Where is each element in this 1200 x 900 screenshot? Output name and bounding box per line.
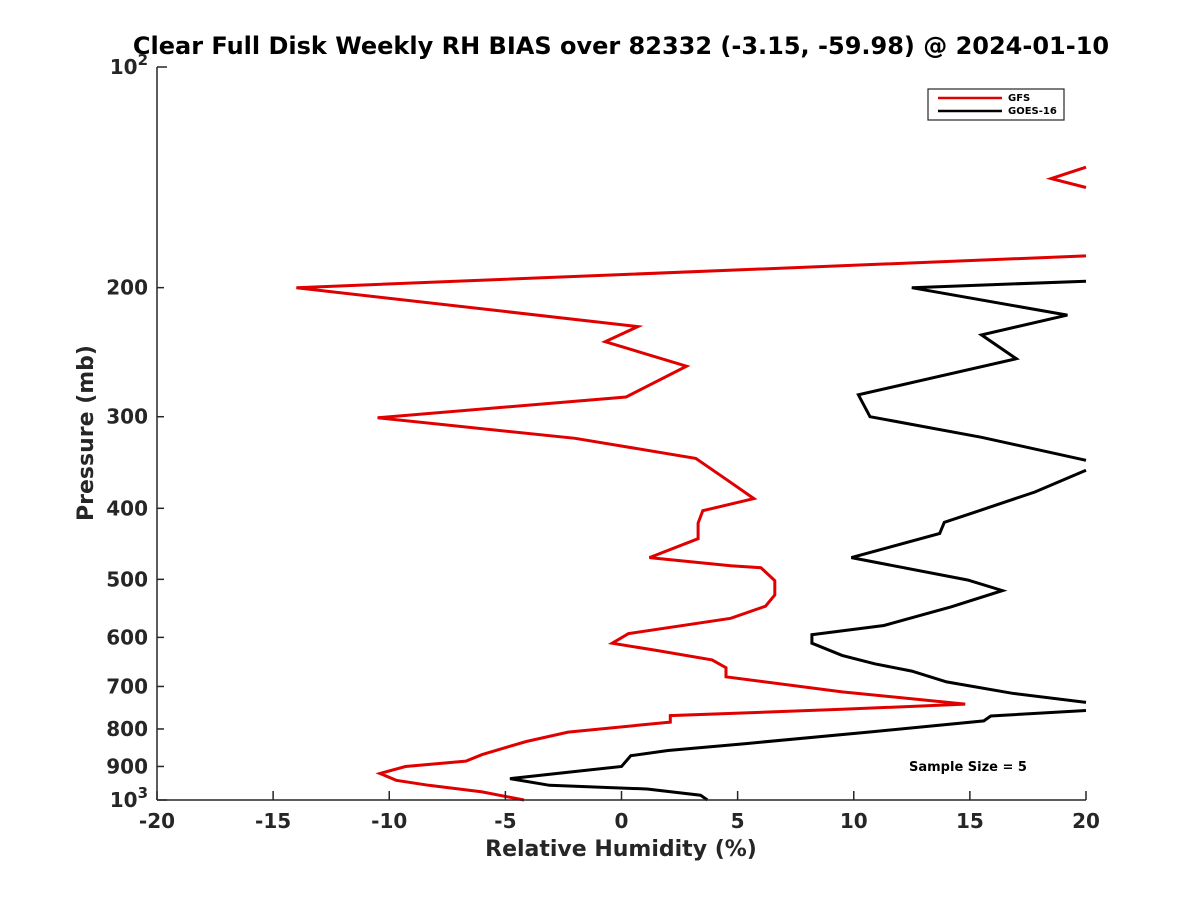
y-tick-label-power: 102 bbox=[110, 51, 148, 79]
legend-gfs-label: GFS bbox=[1008, 93, 1030, 104]
y-axis-label: Pressure (mb) bbox=[74, 345, 99, 521]
x-tick-label: 0 bbox=[615, 809, 629, 833]
legend-goes-label: GOES-16 bbox=[1008, 106, 1057, 117]
sample-size-annotation: Sample Size = 5 bbox=[909, 760, 1027, 775]
legend-box bbox=[927, 88, 1065, 121]
x-tick-label: 15 bbox=[956, 809, 984, 833]
y-axis-ticks: 200 300 400 500 600 700 800 900 102 103 bbox=[106, 51, 167, 812]
x-tick-label: 5 bbox=[731, 809, 745, 833]
y-tick-label: 500 bbox=[106, 567, 148, 591]
series-layer bbox=[296, 165, 1087, 802]
x-tick-label: 20 bbox=[1072, 809, 1100, 833]
y-tick-label-power: 103 bbox=[110, 784, 148, 812]
x-tick-label: -5 bbox=[494, 809, 516, 833]
chart-title: Clear Full Disk Weekly RH BIAS over 8233… bbox=[133, 32, 1109, 60]
y-tick-label: 200 bbox=[106, 276, 148, 300]
x-tick-label: -20 bbox=[139, 809, 175, 833]
series-line-gfs bbox=[296, 165, 1087, 802]
x-tick-label: -10 bbox=[371, 809, 407, 833]
y-tick-label: 400 bbox=[106, 496, 148, 520]
x-axis-ticks: -20 -15 -10 -5 0 5 10 15 20 bbox=[139, 791, 1100, 833]
legend: GFS GOES-16 bbox=[927, 88, 1065, 121]
plot-area bbox=[157, 67, 1086, 800]
x-axis-label: Relative Humidity (%) bbox=[485, 837, 757, 862]
x-tick-label: 10 bbox=[840, 809, 868, 833]
y-tick-label: 300 bbox=[106, 405, 148, 429]
series-line-goes-16 bbox=[509, 279, 1087, 802]
y-tick-label: 600 bbox=[106, 625, 148, 649]
x-tick-label: -15 bbox=[255, 809, 291, 833]
y-tick-label: 800 bbox=[106, 717, 148, 741]
y-tick-label: 900 bbox=[106, 754, 148, 778]
y-tick-label: 700 bbox=[106, 674, 148, 698]
